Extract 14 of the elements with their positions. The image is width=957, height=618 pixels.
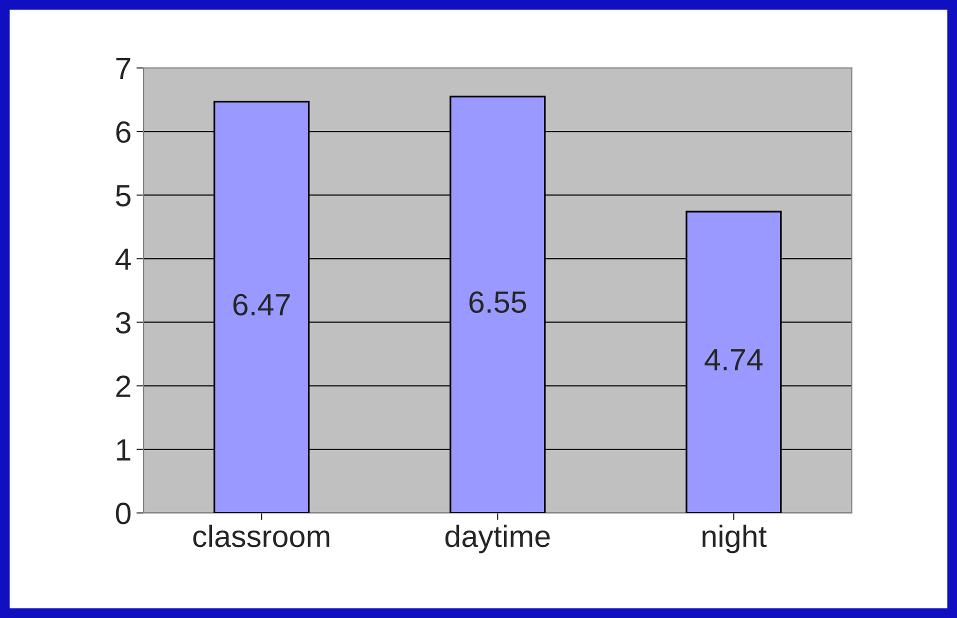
y-tick-label: 4 (115, 248, 131, 270)
x-tick-label: classroom (193, 524, 330, 548)
data-label: 6.47 (233, 294, 290, 316)
x-tick-label: night (702, 524, 767, 554)
x-tick-label: daytime (445, 524, 550, 554)
y-tick-label: 5 (116, 185, 130, 206)
y-tick-label: 0 (116, 502, 131, 524)
y-tick-label: 3 (116, 312, 130, 334)
y-tick-label: 6 (116, 121, 130, 143)
y-tick-label: 2 (116, 376, 130, 397)
y-tick-label: 1 (117, 439, 130, 460)
data-label: 6.55 (469, 291, 526, 313)
data-label: 4.74 (704, 349, 763, 370)
y-tick-label: 7 (116, 58, 130, 80)
